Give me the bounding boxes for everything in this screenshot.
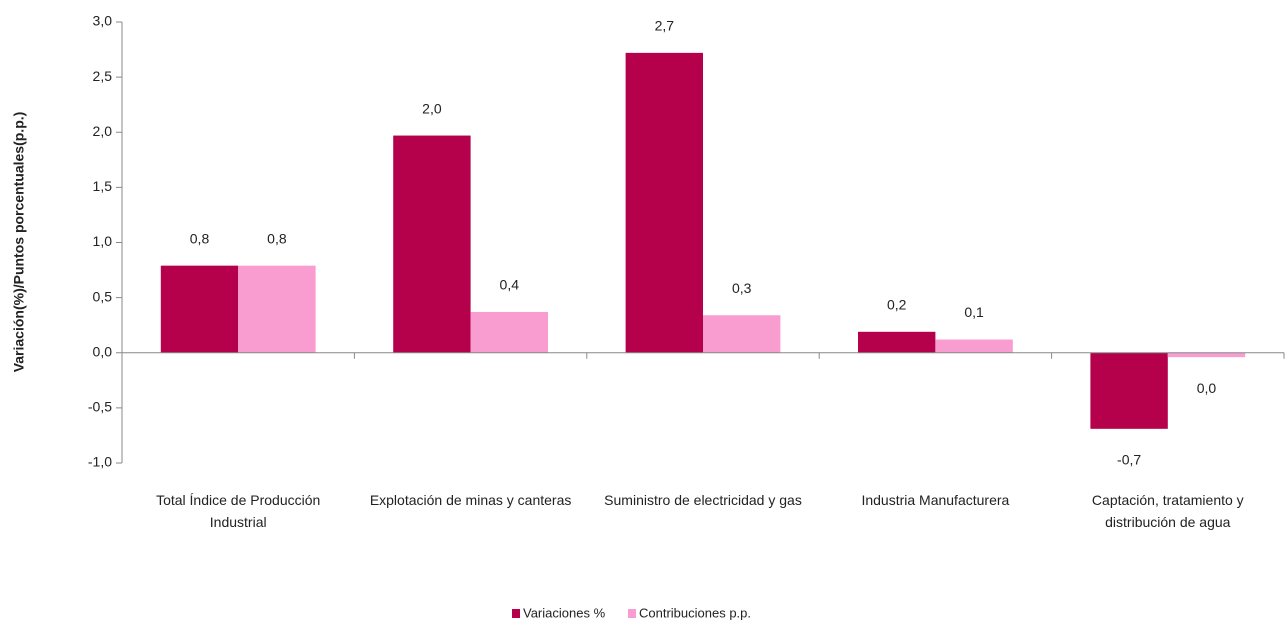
y-tick-label: 0,0 [93, 343, 113, 359]
legend-swatch [512, 609, 520, 618]
y-tick-label: 1,0 [93, 233, 113, 249]
y-tick-label: 3,0 [93, 13, 113, 29]
y-tick-label: 2,0 [93, 123, 113, 139]
legend-swatch [628, 609, 636, 618]
value-label: 0,8 [190, 230, 210, 246]
x-tick-label: Suministro de electricidad y gas [604, 492, 802, 508]
y-tick-label: 1,5 [93, 178, 113, 194]
bar [238, 265, 316, 353]
bar [470, 311, 548, 353]
bar [160, 265, 239, 353]
value-label: 2,0 [422, 100, 442, 116]
value-label: 0,8 [267, 230, 287, 246]
y-tick-label: -1,0 [88, 454, 112, 470]
y-tick-label: -0,5 [88, 399, 112, 415]
x-tick-label: Explotación de minas y canteras [369, 492, 572, 508]
y-tick-label: 0,5 [93, 288, 113, 304]
bar [858, 331, 936, 353]
value-label: 0,2 [887, 297, 907, 313]
legend-label: Variaciones % [523, 605, 606, 620]
x-tick-label: Total Índice de Producción Industrial [156, 492, 321, 530]
bar [625, 52, 703, 353]
value-label: -0,7 [1117, 452, 1141, 468]
x-tick-label: Captación, tratamiento y distribución de… [1091, 492, 1244, 530]
value-label: 0,0 [1197, 380, 1217, 396]
x-tick-label: Industria Manufacturera [861, 492, 1010, 508]
value-label: 0,4 [500, 277, 520, 293]
bar [1090, 352, 1168, 429]
bar [393, 135, 471, 353]
y-axis-label: Variación(%)/Puntos porcentuales(p.p.) [11, 112, 27, 373]
legend-label: Contribuciones p.p. [639, 605, 751, 620]
bar [1167, 352, 1246, 358]
value-label: 0,1 [964, 304, 984, 320]
y-tick-label: 2,5 [93, 68, 113, 84]
bar [935, 339, 1013, 353]
value-label: 0,3 [732, 280, 752, 296]
value-label: 2,7 [655, 18, 675, 34]
bar [703, 315, 781, 353]
